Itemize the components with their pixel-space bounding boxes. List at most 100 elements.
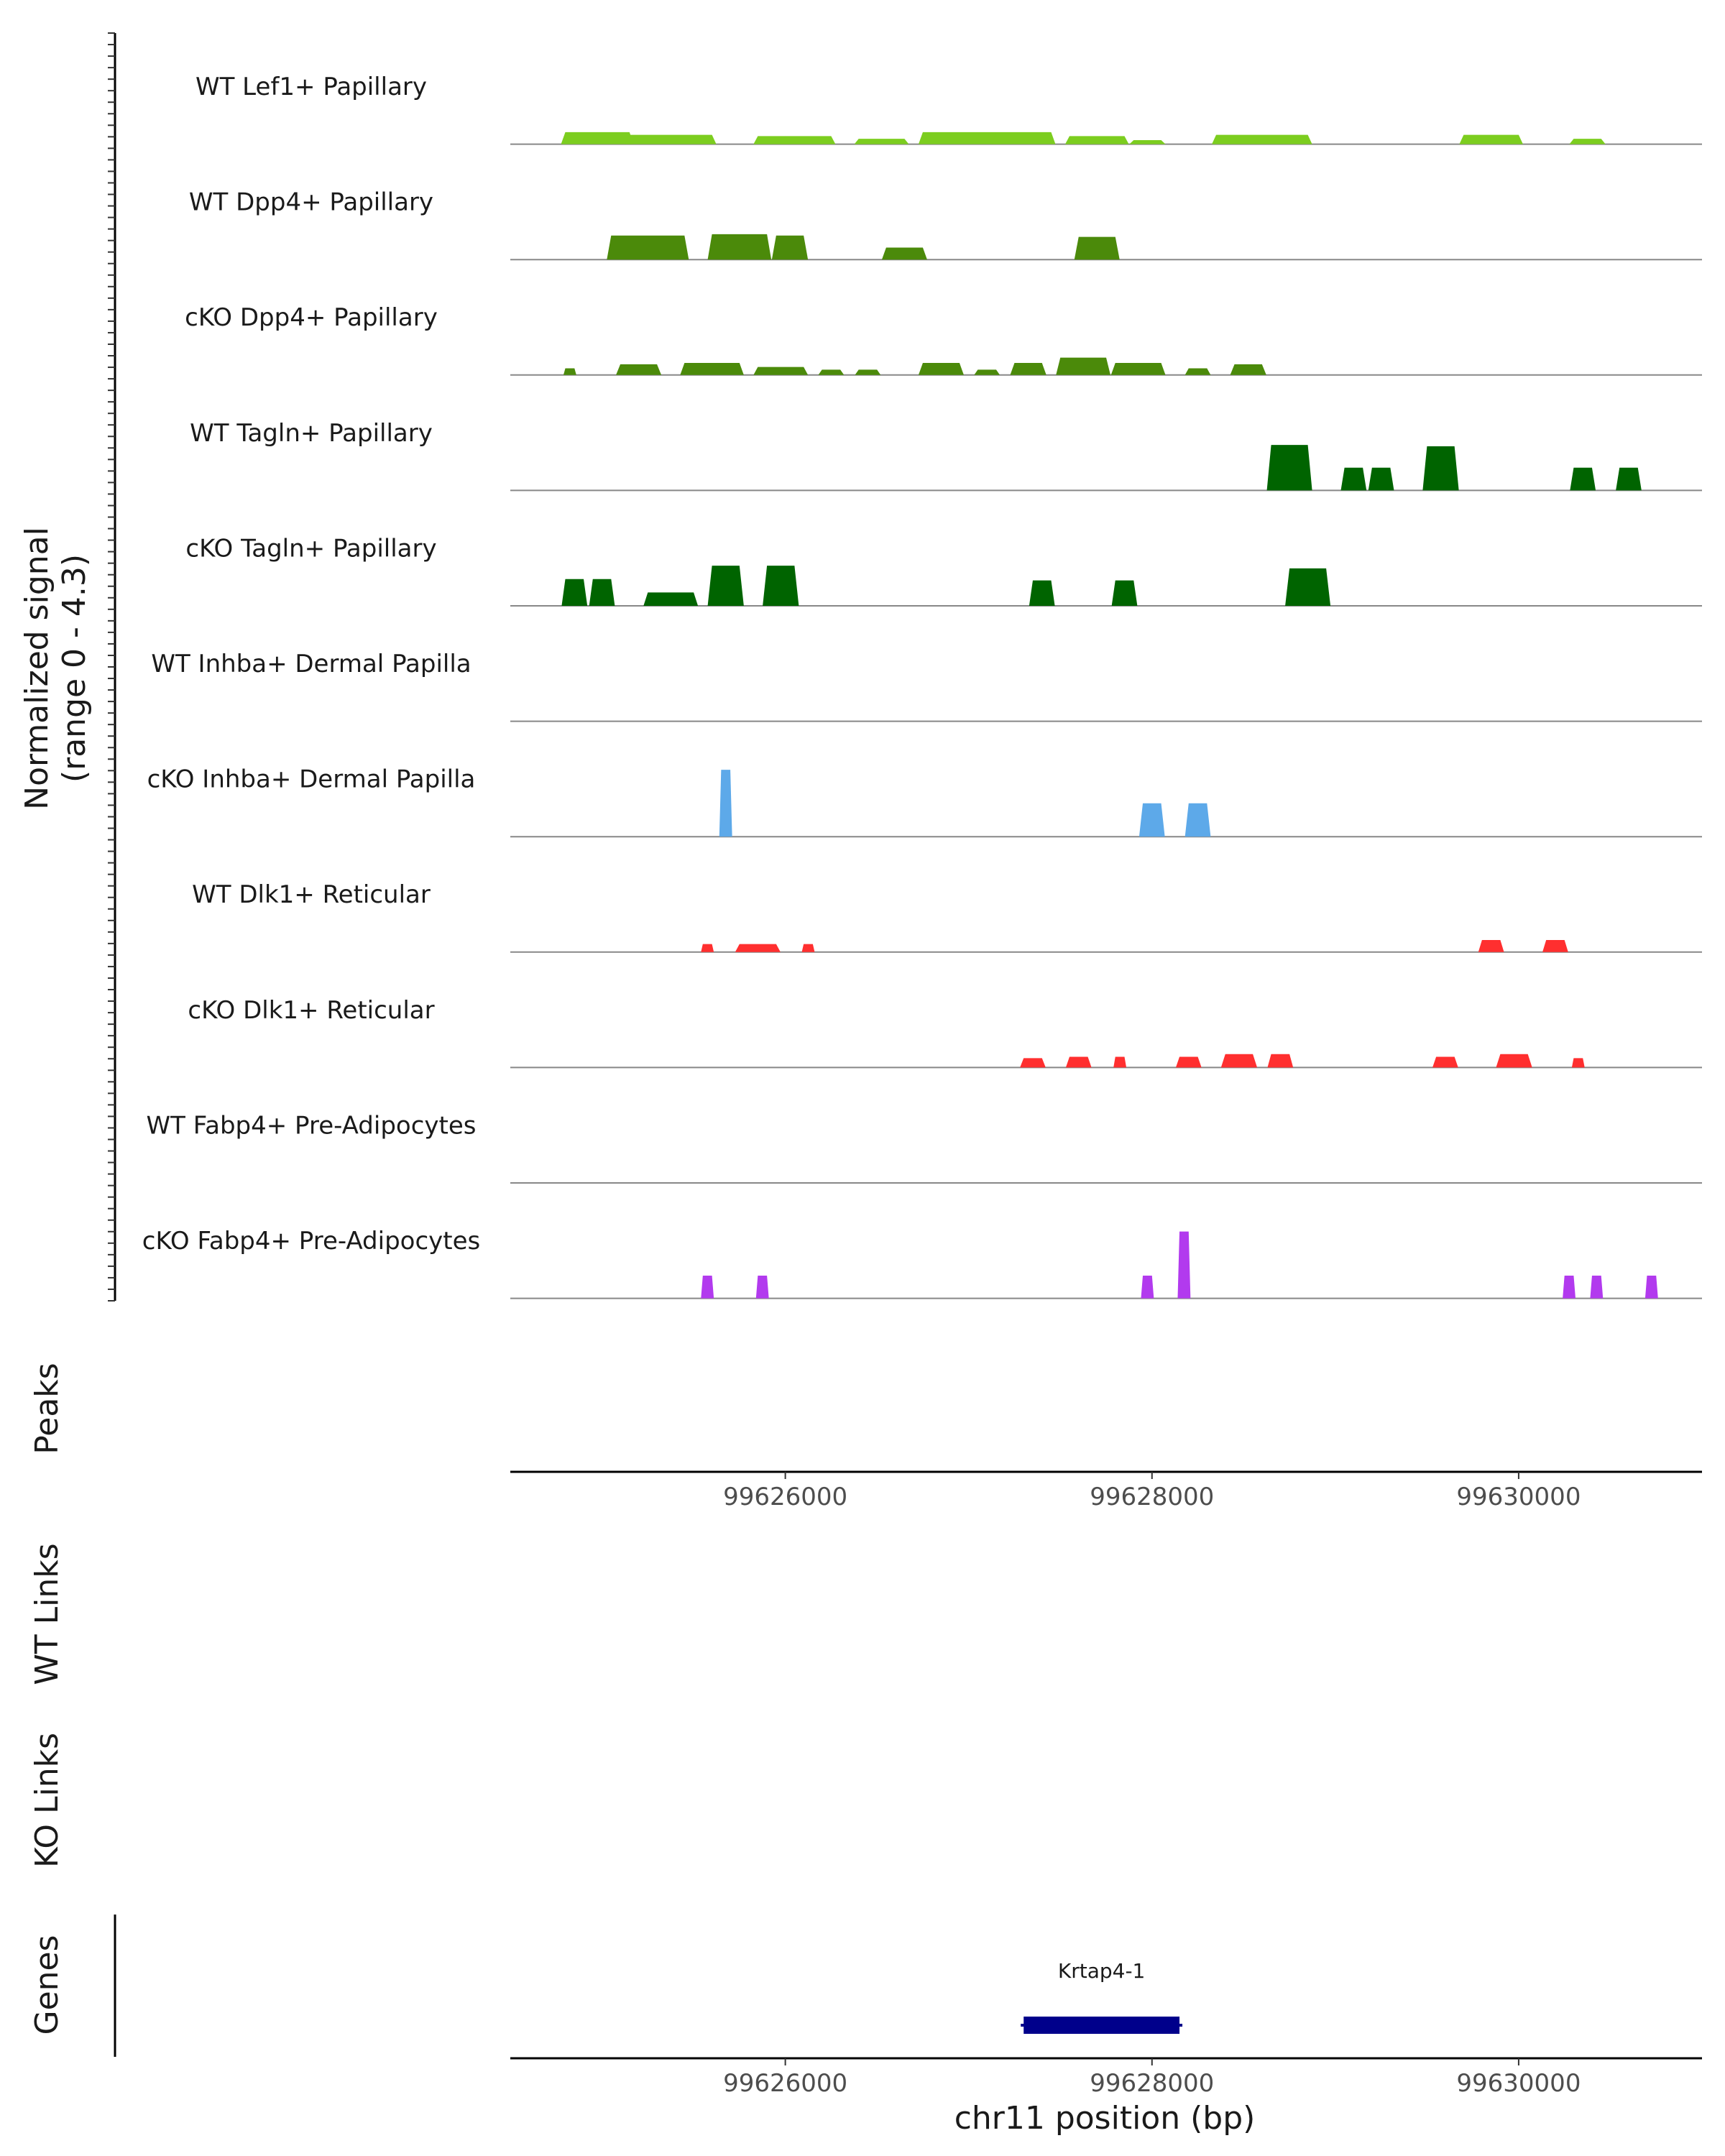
signal-peak <box>1644 1275 1658 1299</box>
track-5: cKO Tagln+ Papillary <box>185 534 1702 607</box>
signal-peak <box>1267 1054 1294 1068</box>
signal-peak <box>607 235 689 260</box>
track-label: WT Dlk1+ Reticular <box>192 880 431 909</box>
signal-peak <box>1563 1275 1576 1299</box>
signal-peak <box>1056 357 1110 375</box>
wt-links-panel-title: WT Links <box>29 1543 65 1685</box>
signal-peak <box>801 944 815 952</box>
signal-peak <box>1177 1231 1191 1299</box>
signal-peak <box>1129 140 1166 144</box>
peaks-x-axis: 99626000 99628000 99630000 <box>723 1472 1581 1511</box>
signal-peak <box>1220 1054 1258 1068</box>
signal-peak <box>616 364 662 375</box>
y-axis-title: Normalized signal <box>19 527 55 810</box>
signal-peak <box>1111 580 1138 606</box>
track-6: WT Inhba+ Dermal Papilla <box>151 650 1702 722</box>
track-label: cKO Dpp4+ Papillary <box>185 303 438 332</box>
x-tick-label: 99626000 <box>723 2069 847 2098</box>
signal-peak <box>735 944 781 952</box>
signal-peak <box>1459 134 1523 144</box>
y-axis-title-line1: Normalized signal <box>19 527 55 810</box>
signal-peak <box>1368 467 1394 491</box>
track-3: cKO Dpp4+ Papillary <box>185 303 1702 376</box>
signal-peak <box>1285 568 1331 606</box>
track-2: WT Dpp4+ Papillary <box>189 188 1702 261</box>
signal-peak <box>625 134 717 144</box>
gene-track: Krtap4-1 <box>1021 1959 1183 2034</box>
track-10: WT Fabp4+ Pre-Adipocytes <box>147 1111 1702 1184</box>
signal-peak <box>680 363 744 375</box>
track-label: WT Inhba+ Dermal Papilla <box>151 650 471 678</box>
signal-peak <box>707 234 772 260</box>
signal-peak <box>1422 446 1459 491</box>
track-label: WT Dpp4+ Papillary <box>189 188 433 217</box>
track-label: cKO Fabp4+ Pre-Adipocytes <box>142 1227 481 1256</box>
genes-panel-title: Genes <box>29 1935 65 2035</box>
signal-peak <box>1570 467 1596 491</box>
x-tick-label: 99630000 <box>1456 1483 1581 1511</box>
signal-peak <box>918 363 964 375</box>
track-8: WT Dlk1+ Reticular <box>192 880 1702 953</box>
genes-x-axis: 99626000 99628000 99630000 <box>723 2058 1581 2098</box>
track-label: WT Fabp4+ Pre-Adipocytes <box>147 1111 477 1140</box>
gene-label: Krtap4-1 <box>1058 1959 1146 1983</box>
signal-peak <box>589 579 615 606</box>
signal-peak <box>1571 1058 1585 1068</box>
signal-peak <box>781 136 836 144</box>
x-tick-label: 99630000 <box>1456 2069 1581 2098</box>
signal-peak <box>974 369 1000 375</box>
track-7: cKO Inhba+ Dermal Papilla <box>147 765 1702 838</box>
coverage-tracks: WT Lef1+ Papillary WT Dpp4+ Papillary cKO … <box>142 73 1702 1299</box>
track-9: cKO Dlk1+ Reticular <box>188 996 1702 1069</box>
signal-peak <box>1569 139 1606 144</box>
signal-peak <box>1266 445 1312 491</box>
signal-peak <box>1138 803 1165 837</box>
track-label: cKO Tagln+ Papillary <box>185 534 436 563</box>
signal-peak <box>755 1275 769 1299</box>
signal-peak <box>707 566 744 606</box>
signal-peak <box>881 247 927 260</box>
signal-peak <box>1340 467 1367 491</box>
signal-peak <box>771 235 809 260</box>
signal-peak <box>1029 580 1055 606</box>
signal-peak <box>1110 363 1166 375</box>
signal-peak <box>563 368 576 375</box>
signal-peak <box>753 136 790 144</box>
signal-peak <box>1074 236 1120 260</box>
signal-peak <box>1478 940 1504 952</box>
signal-peak <box>855 369 881 375</box>
signal-peak <box>763 566 799 606</box>
track-label: WT Lef1+ Papillary <box>196 73 427 101</box>
signal-peak <box>854 139 909 144</box>
x-tick-label: 99628000 <box>1090 2069 1214 2098</box>
signal-peak <box>1230 364 1266 375</box>
signal-peak <box>1020 1058 1046 1068</box>
signal-peak <box>1432 1056 1458 1068</box>
track-label: WT Tagln+ Papillary <box>190 419 433 448</box>
signal-peak <box>1184 368 1211 375</box>
signal-peak <box>1175 1056 1202 1068</box>
signal-peak <box>1496 1054 1532 1068</box>
signal-peak <box>643 592 699 606</box>
signal-peak <box>1141 1275 1154 1299</box>
signal-peak <box>1184 803 1211 837</box>
signal-peak <box>1542 940 1568 952</box>
signal-peak <box>1113 1056 1127 1068</box>
signal-peak <box>818 369 845 375</box>
track-label: cKO Dlk1+ Reticular <box>188 996 434 1025</box>
signal-peak <box>701 944 714 952</box>
signal-peak <box>561 579 588 606</box>
signal-peak <box>1064 136 1129 144</box>
signal-peak <box>701 1275 714 1299</box>
peaks-panel-title: Peaks <box>29 1363 65 1454</box>
signal-peak <box>561 132 634 144</box>
track-11: cKO Fabp4+ Pre-Adipocytes <box>142 1227 1702 1299</box>
ko-links-panel-title: KO Links <box>29 1733 65 1868</box>
track-4: WT Tagln+ Papillary <box>190 419 1702 492</box>
signal-peak <box>918 132 1000 144</box>
track-label: cKO Inhba+ Dermal Papilla <box>147 765 476 794</box>
signal-peak <box>1212 134 1312 144</box>
signal-peak <box>1010 363 1046 375</box>
y-axis-title-range: (range 0 - 4.3) <box>56 554 93 783</box>
